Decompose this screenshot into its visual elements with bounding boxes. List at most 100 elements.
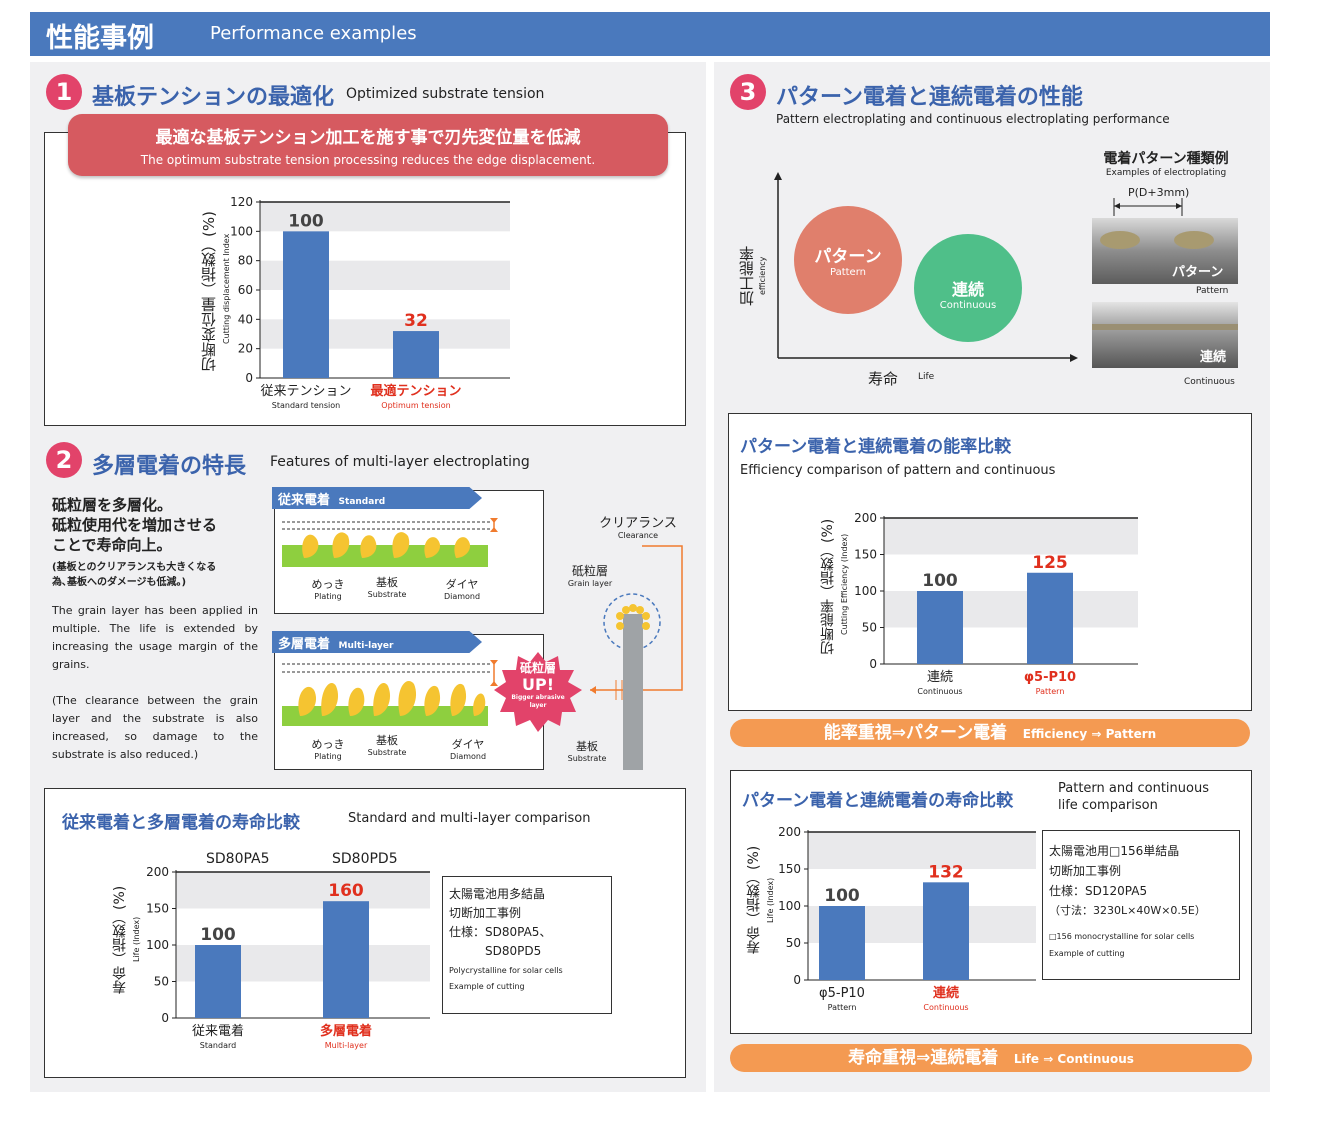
chart4-ylabel-en: Life (Index) bbox=[766, 877, 775, 923]
section1-title: 基板テンションの最適化 bbox=[92, 85, 335, 110]
lead-line-2: 砥粒使用代を増加させる bbox=[52, 516, 218, 534]
ml-substrate-label: 基板 Substrate bbox=[367, 734, 407, 757]
multilayer-tag-en: Multi-layer bbox=[338, 641, 394, 651]
section-number-2: 2 bbox=[46, 442, 82, 478]
y-tick-label: 0 bbox=[161, 1011, 169, 1025]
pattern-photo bbox=[1092, 218, 1238, 284]
data-label: 132 bbox=[928, 862, 964, 882]
bigger-layer-badge bbox=[494, 652, 582, 732]
category-label: φ5-P10 bbox=[819, 986, 865, 1001]
y-tick-label: 100 bbox=[230, 224, 253, 238]
grain-layer-label: 砥粒層 Grain layer bbox=[567, 564, 613, 588]
section2-text-en2: (The clearance between the grain layer a… bbox=[52, 694, 258, 761]
std-plating-label: めっき Plating bbox=[311, 578, 345, 601]
chart1-ylabel: 切断変位量（指数）(%) bbox=[200, 211, 218, 373]
bar bbox=[923, 882, 969, 980]
grid-band bbox=[808, 832, 1036, 869]
grid-band bbox=[176, 872, 430, 909]
chart3-svg: 0 50 100 150 200 100 連続 Continuous 125 φ5-P10 Patt… bbox=[854, 511, 1138, 696]
continuous-photo-caption: 連続 bbox=[1200, 350, 1227, 365]
life-subtitle: Pattern and continuous life comparison bbox=[1058, 781, 1209, 813]
category-label: 連続 bbox=[933, 985, 959, 1001]
y-tick-label: 150 bbox=[146, 902, 169, 916]
perf-map-ylabel-en: efficiency bbox=[758, 256, 767, 296]
section-number-3: 3 bbox=[730, 74, 766, 110]
multilayer-layer-svg bbox=[282, 660, 498, 726]
efficiency-conclusion-bar: 能率重視⇒パターン電着 Efficiency ⇒ Pattern bbox=[730, 719, 1250, 747]
top-label-1: SD80PA5 bbox=[206, 851, 270, 867]
bar bbox=[1027, 572, 1073, 664]
bar bbox=[323, 901, 369, 1018]
lead-line-3: ことで寿命向上。 bbox=[52, 536, 172, 554]
std-diamond-label: ダイヤ Diamond bbox=[443, 578, 481, 601]
y-tick-label: 0 bbox=[245, 371, 253, 385]
category-sublabel: Continuous bbox=[917, 687, 962, 696]
category-sublabel: Standard tension bbox=[272, 401, 340, 410]
y-tick-label: 50 bbox=[786, 936, 801, 950]
data-label: 100 bbox=[288, 211, 324, 231]
life-title: パターン電着と連続電着の寿命比較 bbox=[742, 791, 1014, 811]
data-label: 100 bbox=[922, 571, 958, 591]
standard-layer-svg bbox=[282, 518, 498, 567]
y-tick-label: 80 bbox=[238, 254, 253, 268]
std-substrate-label: 基板 Substrate bbox=[367, 576, 407, 599]
y-tick-label: 100 bbox=[146, 938, 169, 952]
y-tick-label: 100 bbox=[778, 899, 801, 913]
note-line-2: 為､基板へのダメージも低減。) bbox=[52, 577, 187, 588]
category-label: 従来電着 bbox=[192, 1023, 244, 1039]
category-label: φ5-P10 bbox=[1024, 670, 1076, 685]
y-tick-label: 100 bbox=[854, 584, 877, 598]
top-label-2: SD80PD5 bbox=[332, 851, 398, 867]
y-tick-label: 20 bbox=[238, 342, 253, 356]
y-tick-label: 150 bbox=[854, 548, 877, 562]
pattern-bubble-label: パターン Pattern bbox=[814, 247, 882, 278]
section2-lead: 砥粒層を多層化。 砥粒使用代を増加させる ことで寿命向上。 bbox=[52, 495, 264, 555]
section2-chart-title: 従来電着と多層電着の寿命比較 bbox=[62, 813, 300, 833]
section3-subtitle: Pattern electroplating and continuous el… bbox=[776, 112, 1170, 126]
chart2-svg: 0 50 100 150 200 100 従来電着 Standard 160 多層電着 Multi-… bbox=[146, 865, 430, 1050]
y-tick-label: 200 bbox=[778, 825, 801, 839]
category-label: 多層電着 bbox=[320, 1023, 372, 1039]
blade-schematic-svg bbox=[590, 545, 683, 770]
note-line-1: (基板とのクリアランスも大きくなる bbox=[52, 562, 217, 573]
pattern-photo-caption-en: Pattern bbox=[1196, 286, 1229, 296]
pitch-arrow-svg bbox=[1113, 198, 1183, 216]
chart3-ylabel: 切断能率（指数）(%) bbox=[820, 518, 836, 656]
page-title: 性能事例 bbox=[46, 23, 154, 54]
y-tick-label: 0 bbox=[793, 973, 801, 987]
bar bbox=[917, 591, 963, 664]
section2-subtitle: Features of multi-layer electroplating bbox=[270, 454, 530, 470]
multilayer-tag: 多層電着 Multi-layer bbox=[272, 631, 482, 653]
category-label: 従来テンション bbox=[260, 384, 351, 399]
perf-map-ylabel: 加工能率 bbox=[738, 246, 756, 306]
lead-line-1: 砥粒層を多層化。 bbox=[52, 496, 173, 514]
chart2-ylabel: 寿命（指数）(%) bbox=[112, 885, 128, 995]
category-sublabel: Pattern bbox=[1036, 687, 1065, 696]
y-tick-label: 60 bbox=[238, 283, 253, 297]
badge-text: 砥粒層 UP! Bigger abrasive layer bbox=[511, 661, 565, 709]
category-sublabel: Multi-layer bbox=[325, 1041, 368, 1050]
y-tick-label: 150 bbox=[778, 862, 801, 876]
section-number-1: 1 bbox=[46, 74, 82, 110]
pattern-photo-caption: パターン bbox=[1172, 265, 1224, 280]
efficiency-title: パターン電着と連続電着の能率比較 bbox=[740, 437, 1012, 457]
category-label: 最適テンション bbox=[370, 383, 461, 399]
banner-title: 最適な基板テンション加工を施す事で刃先変位量を低減 bbox=[155, 128, 581, 148]
section2-text-en1: The grain layer has been applied in mult… bbox=[52, 604, 258, 671]
section3-title: パターン電着と連続電着の性能 bbox=[776, 85, 1083, 110]
category-sublabel: Continuous bbox=[923, 1003, 968, 1012]
y-tick-label: 120 bbox=[230, 195, 253, 209]
bar bbox=[195, 945, 241, 1018]
section2-note: (基板とのクリアランスも大きくなる 為､基板へのダメージも低減。) bbox=[52, 560, 264, 590]
data-label: 160 bbox=[328, 881, 364, 901]
grid-band bbox=[884, 518, 1138, 555]
page-header: 性能事例 Performance examples bbox=[30, 12, 1270, 56]
category-sublabel: Optimum tension bbox=[381, 401, 450, 410]
efficiency-subtitle: Efficiency comparison of pattern and con… bbox=[740, 463, 1056, 478]
multilayer-tag-jp: 多層電着 bbox=[278, 637, 331, 652]
perf-map-xlabel: 寿命 bbox=[868, 370, 899, 388]
standard-tag-en: Standard bbox=[338, 497, 386, 507]
ml-diamond-label: ダイヤ Diamond bbox=[449, 738, 487, 761]
page-subtitle: Performance examples bbox=[210, 23, 417, 44]
perf-map-svg bbox=[774, 172, 1078, 362]
